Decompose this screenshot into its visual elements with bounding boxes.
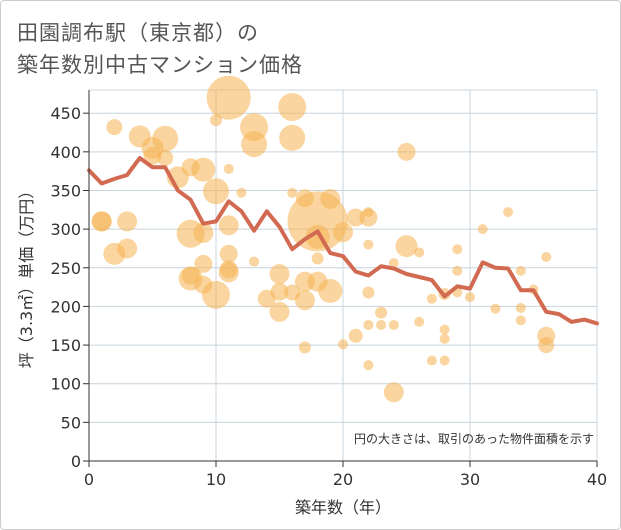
bubble — [414, 316, 425, 327]
bubble — [388, 319, 399, 330]
bubble — [439, 324, 450, 335]
grid — [89, 89, 598, 461]
bubble — [515, 302, 526, 313]
bubble — [117, 238, 138, 259]
y-tick-label: 300 — [50, 220, 81, 239]
bubble — [346, 208, 365, 227]
y-tick-label: 400 — [50, 143, 81, 162]
bubble — [439, 355, 450, 366]
bubble — [191, 157, 216, 182]
bubble — [218, 262, 239, 283]
bubble — [388, 258, 399, 269]
bubble — [439, 333, 450, 344]
bubble — [236, 187, 247, 198]
bubble — [397, 142, 416, 161]
bubble — [465, 292, 475, 303]
bubble — [426, 293, 437, 304]
bubble — [452, 244, 463, 255]
bubble-layer — [91, 75, 556, 403]
bubble — [359, 208, 378, 227]
bubble — [363, 360, 374, 371]
chart-title: 田園調布駅（東京都）の 築年数別中古マンション価格 — [17, 17, 303, 81]
bubble — [106, 119, 123, 136]
bubble — [241, 131, 268, 158]
y-tick-label: 50 — [61, 413, 81, 432]
x-tick-label: 30 — [460, 470, 480, 489]
bubble — [503, 207, 514, 218]
bubble — [538, 337, 555, 354]
chart-title-line2: 築年数別中古マンション価格 — [17, 53, 303, 77]
bubble — [152, 125, 179, 152]
bubble — [269, 263, 290, 284]
bubble — [223, 163, 234, 174]
bubble — [320, 188, 341, 209]
bubble — [91, 211, 112, 232]
bubble — [477, 224, 488, 235]
bubble — [395, 235, 418, 258]
bubble — [117, 211, 138, 232]
y-axis-title: 坪（3.3㎡）単価（万円） — [17, 183, 36, 368]
bubble — [269, 301, 290, 322]
bubble — [376, 319, 387, 330]
average-line — [87, 156, 599, 326]
bubble — [515, 315, 526, 326]
bubble — [375, 306, 388, 319]
bubble — [278, 93, 307, 122]
bubble — [348, 328, 363, 343]
bubble — [203, 178, 229, 205]
y-tick-label: 150 — [50, 336, 81, 355]
x-axis-title: 築年数（年） — [295, 498, 391, 517]
x-tick-label: 40 — [587, 470, 607, 489]
bubble — [363, 319, 374, 330]
bubble — [311, 252, 324, 265]
bubble — [452, 265, 463, 276]
axes: 0 50 100 150 200 250 300 350 400 450 0 10 20 30 40 — [50, 90, 607, 489]
bubble — [541, 251, 552, 262]
bubble — [383, 382, 404, 403]
bubble — [294, 290, 315, 311]
bubble — [270, 282, 289, 301]
x-tick-label: 10 — [206, 470, 226, 489]
bubble — [279, 124, 306, 151]
bubble — [338, 339, 348, 350]
bubble — [287, 187, 298, 198]
bubble — [206, 75, 251, 120]
y-tick-label: 0 — [71, 452, 81, 471]
y-tick-label: 350 — [50, 181, 81, 200]
y-tick-label: 200 — [50, 297, 81, 316]
y-tick-label: 450 — [50, 104, 81, 123]
bubble — [249, 256, 260, 267]
bubble — [426, 355, 437, 366]
bubble — [193, 222, 214, 243]
y-tick-label: 250 — [50, 259, 81, 278]
bubble — [219, 244, 238, 263]
bubble — [490, 303, 501, 314]
bubble — [318, 278, 343, 303]
bubble — [218, 215, 239, 236]
chart-title-line1: 田園調布駅（東京都）の — [17, 21, 259, 45]
bubble — [194, 254, 213, 273]
x-tick-label: 20 — [333, 470, 353, 489]
bubble — [414, 247, 425, 258]
bubble — [143, 146, 162, 165]
bubble — [363, 239, 374, 250]
bubble-size-note: 円の大きさは、取引のあった物件面積を示す — [354, 431, 594, 446]
x-tick-label: 0 — [84, 470, 94, 489]
bubble — [362, 286, 375, 299]
bubble — [515, 265, 526, 276]
bubble — [157, 150, 174, 167]
bubble — [202, 280, 230, 309]
y-tick-label: 100 — [50, 375, 81, 394]
bubble — [298, 341, 311, 354]
bubble — [333, 222, 353, 243]
